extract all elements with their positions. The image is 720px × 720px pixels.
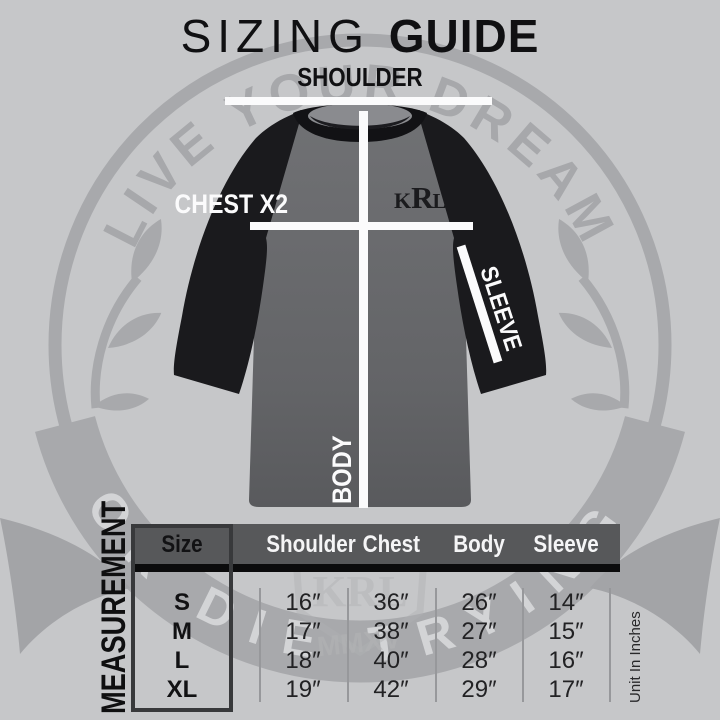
column-divider [259,588,261,702]
measurement-side-label: MEASUREMENT [95,500,133,714]
leaf-branch-left-icon [90,218,177,431]
table-cell: 19″ [285,676,321,703]
column-header-body: Body [453,531,505,558]
title-word-guide: GUIDE [388,10,540,62]
table-cell: 16″ [548,647,584,674]
column-header-sleeve: Sleeve [533,531,599,558]
ribbon-wing-left [0,518,130,654]
ribbon-wing-right [590,518,720,654]
column-header-chest: Chest [362,531,420,558]
leaf-branch-right-icon [543,218,630,431]
table-cell: 15″ [548,618,584,645]
table-cell: 42″ [373,676,409,703]
shoulder-label: SHOULDER [297,62,423,92]
size-column-box [131,524,233,712]
table-cell: 28″ [461,647,497,674]
size-row-label: M [172,618,192,645]
table-cell: 14″ [548,589,584,616]
table-cell: 40″ [373,647,409,674]
watermark-shield-monogram: KRL [312,567,407,616]
page-title: SIZING GUIDE [0,12,720,60]
size-row-label: S [173,589,190,616]
body-label: BODY [327,435,357,504]
table-cell: 36″ [373,589,409,616]
shirt-collar-inner-lip [310,116,410,130]
table-cell: 38″ [373,618,409,645]
shirt-brand-logo: KRL [394,180,447,215]
table-cell: 27″ [461,618,497,645]
sleeve-measure-line [456,244,503,364]
table-cell: 17″ [285,618,321,645]
column-divider [522,588,524,702]
column-header-shoulder: Shoulder [266,531,356,558]
column-header-size: Size [161,531,203,558]
table-cell: 17″ [548,676,584,703]
table-cell: 29″ [461,676,497,703]
body-measure-line [359,111,368,508]
shirt-right-sleeve [417,110,547,394]
table-header-bar [131,524,620,564]
table-cell: 18″ [285,647,321,674]
column-divider [435,588,437,702]
table-cell: 16″ [285,589,321,616]
column-divider [347,588,349,702]
size-row-label: XL [166,676,198,703]
table-header-underline [131,564,620,572]
title-word-sizing: SIZING [180,10,370,62]
table-cell: 26″ [461,589,497,616]
size-row-label: L [174,647,190,674]
column-divider [609,588,611,702]
chest-measure-line [250,222,473,230]
unit-note: Unit In Inches [627,611,644,703]
chest-label: CHEST X2 [174,189,288,219]
shirt-left-sleeve [173,110,303,394]
shoulder-measure-line [225,97,492,105]
